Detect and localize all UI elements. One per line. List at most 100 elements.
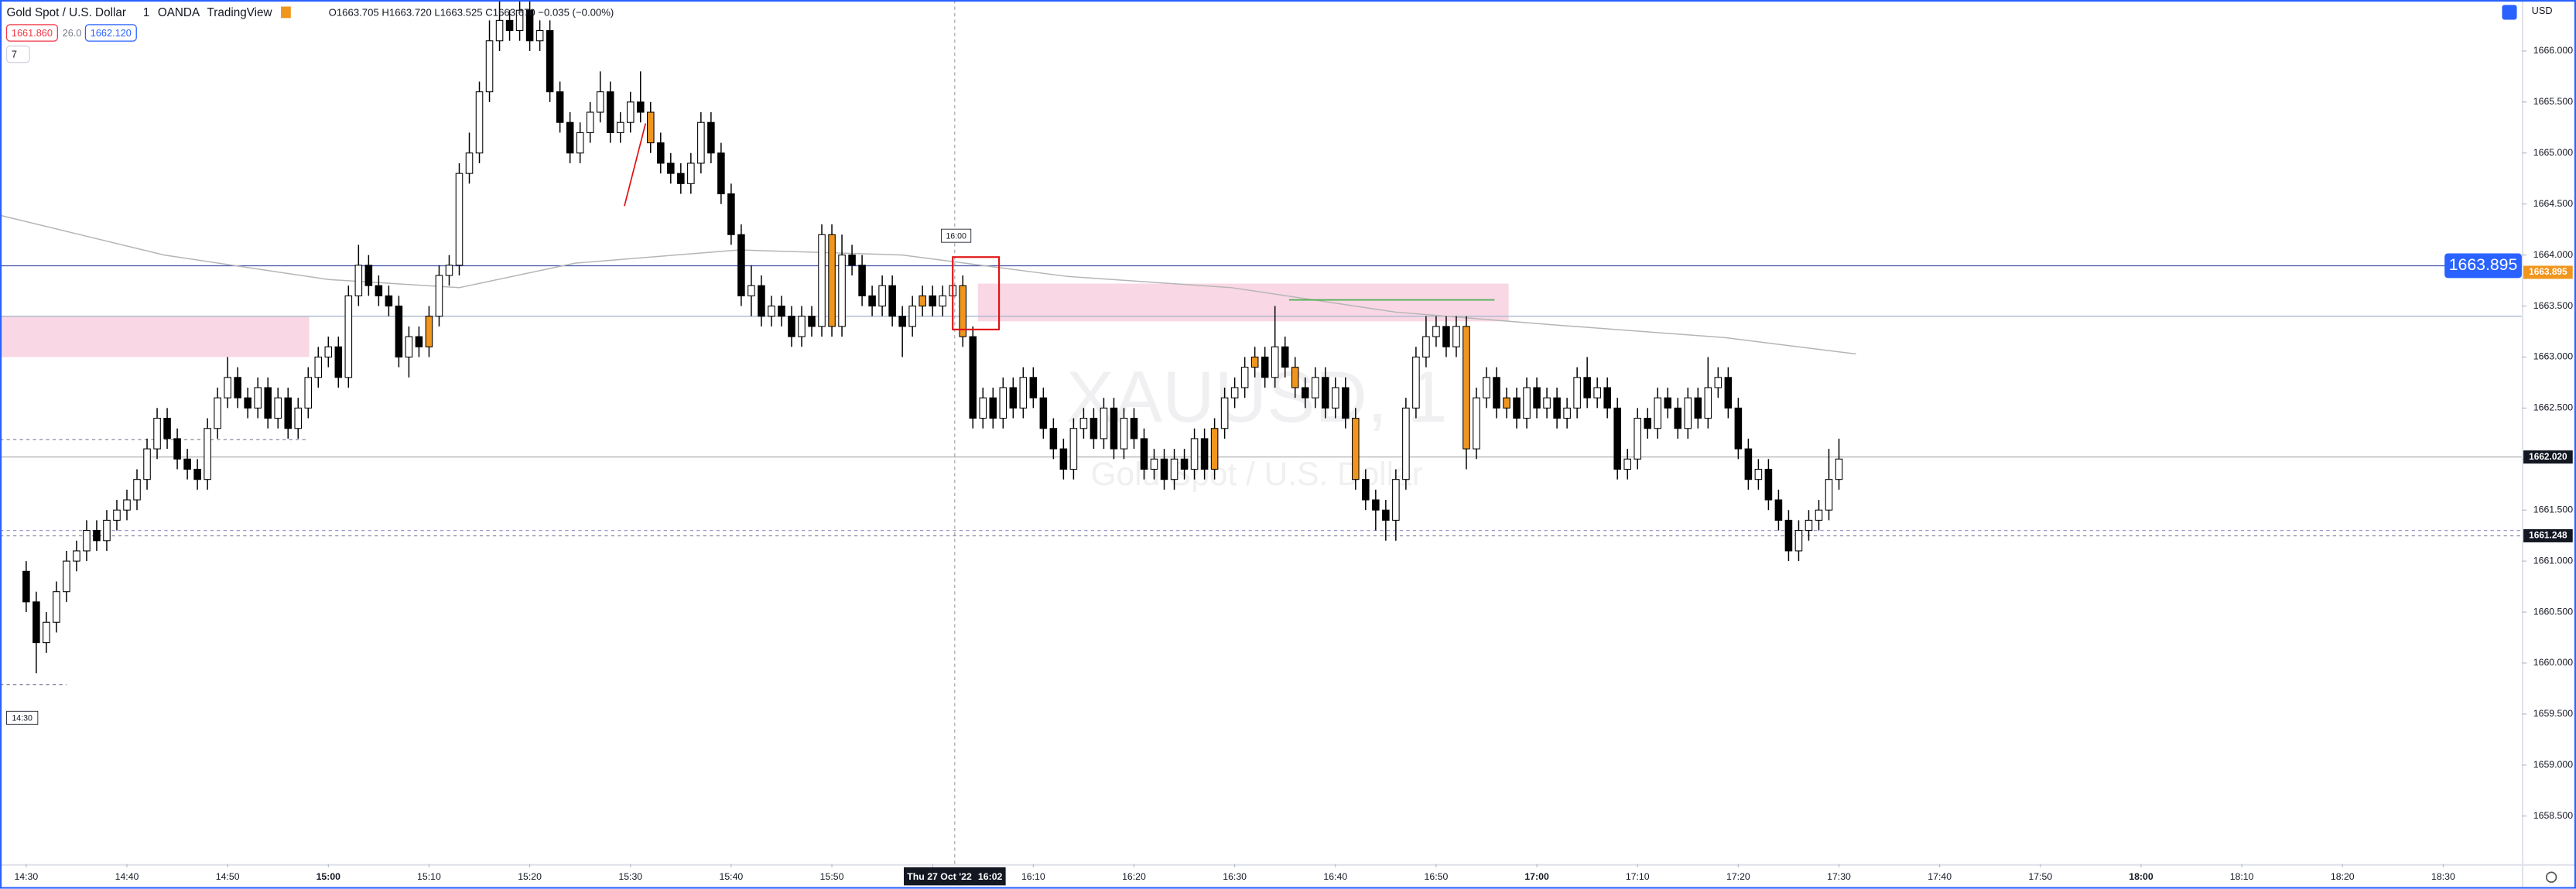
candle-body [586, 111, 594, 133]
candle-body [727, 193, 735, 235]
y-tick-label: 1660.500 [2533, 606, 2573, 617]
y-tick-label: 1665.000 [2533, 147, 2573, 158]
candle-body [1523, 387, 1531, 419]
annotations: 16:00 14:30 [6, 228, 972, 725]
candle-body [1342, 387, 1350, 419]
candle-body [1250, 356, 1259, 368]
ohlc-legend: O1663.705 H1663.720 L1663.525 C1663.670 … [329, 6, 614, 18]
zone [0, 316, 310, 357]
candle-body [878, 285, 886, 307]
candle-body [1332, 387, 1339, 409]
crosshair-time-box [904, 867, 1006, 886]
y-tick-label: 1661.500 [2533, 504, 2573, 515]
drawing-line [624, 123, 647, 207]
candle-body [1654, 397, 1662, 429]
candle-body [1271, 346, 1279, 378]
y-tick-label: 1662.500 [2533, 402, 2573, 413]
indicators-box[interactable] [5, 45, 30, 63]
interval[interactable]: 1 [143, 6, 150, 19]
candle-body [798, 316, 806, 337]
candle-body [395, 306, 403, 357]
candle-body [465, 152, 474, 174]
candle-body [677, 173, 685, 184]
candle-body [375, 285, 383, 296]
candle-body [63, 560, 70, 593]
candle-body [606, 91, 614, 133]
x-tick-label: 15:50 [820, 871, 844, 882]
candle-body [22, 570, 30, 603]
candle-body [616, 121, 624, 133]
exchange: OANDA [158, 6, 200, 19]
y-tick-label: 1664.500 [2533, 198, 2573, 209]
flag[interactable] [281, 6, 291, 19]
candle-body [1190, 438, 1199, 470]
candle-body [1825, 479, 1833, 511]
candle-body [515, 9, 524, 32]
candle-body [1180, 458, 1189, 470]
candle-body [1352, 418, 1360, 480]
candle-body [304, 377, 313, 409]
candle-body [495, 19, 504, 42]
bid[interactable]: 1661.860 [12, 27, 53, 39]
crosshair-date: Thu 27 Oct '22 [907, 871, 972, 882]
x-tick-label: 16:20 [1122, 871, 1146, 882]
candle-body [1724, 377, 1733, 409]
symbol[interactable]: Gold Spot / U.S. Dollar [7, 6, 126, 19]
candle-body [566, 121, 574, 154]
candle-body [1563, 407, 1571, 419]
candle-body [1090, 418, 1098, 439]
candle-body [848, 255, 856, 266]
candle-body [1794, 530, 1803, 552]
candle-body [808, 316, 816, 327]
candle-body [284, 397, 292, 429]
candle-body [183, 458, 191, 470]
settings-icon[interactable] [2545, 871, 2557, 883]
candle-body [364, 265, 373, 286]
y-tick-label: 1658.500 [2533, 810, 2573, 821]
x-tick-label: 14:30 [14, 871, 38, 882]
candle-body [1674, 407, 1682, 429]
candle-body [455, 173, 464, 266]
x-tick-label: 15:40 [720, 871, 744, 882]
candle-body [646, 111, 655, 144]
candle-body [43, 621, 50, 644]
platform: TradingView [207, 6, 273, 19]
x-tick-label: 16:50 [1425, 871, 1449, 882]
candle-body [193, 468, 201, 480]
candle-body [1392, 479, 1400, 521]
x-tick-label: 17:40 [1928, 871, 1952, 882]
candle-body [737, 234, 745, 296]
ask-box[interactable] [84, 24, 137, 42]
x-tick-label: 17:30 [1827, 871, 1851, 882]
x-tick-label: 16:30 [1223, 871, 1247, 882]
candle-body [1503, 397, 1510, 409]
indicators[interactable]: 7 [12, 48, 17, 60]
candle-body [788, 316, 795, 337]
candle-body [908, 306, 916, 327]
candle-body [1452, 326, 1460, 347]
plot [0, 0, 2522, 864]
candle-body [1422, 336, 1430, 357]
candle-body [113, 509, 121, 521]
candle-body [204, 428, 211, 480]
candle-body [294, 407, 303, 429]
candle-body [1362, 479, 1370, 501]
candle-body [1644, 418, 1652, 429]
candle-body [636, 101, 645, 113]
bid-box[interactable] [5, 24, 58, 42]
price-label: 1662.020 [2529, 451, 2567, 462]
candle-body [1583, 377, 1591, 398]
candle-body [1513, 397, 1521, 419]
candle-body [405, 336, 413, 357]
candle-body [1321, 377, 1329, 409]
price-label-box [2444, 253, 2522, 279]
ask[interactable]: 1662.120 [91, 27, 132, 39]
candle-body [1291, 367, 1299, 388]
candle-body [1694, 397, 1702, 419]
currency-icon[interactable] [2502, 5, 2517, 20]
header: Gold Spot / U.S. Dollar 1 OANDA TradingV… [5, 5, 2553, 63]
candle-body [485, 40, 494, 93]
currency[interactable]: USD [2532, 5, 2553, 16]
spread: 26.0 [63, 27, 82, 39]
candle-body [1835, 458, 1843, 480]
